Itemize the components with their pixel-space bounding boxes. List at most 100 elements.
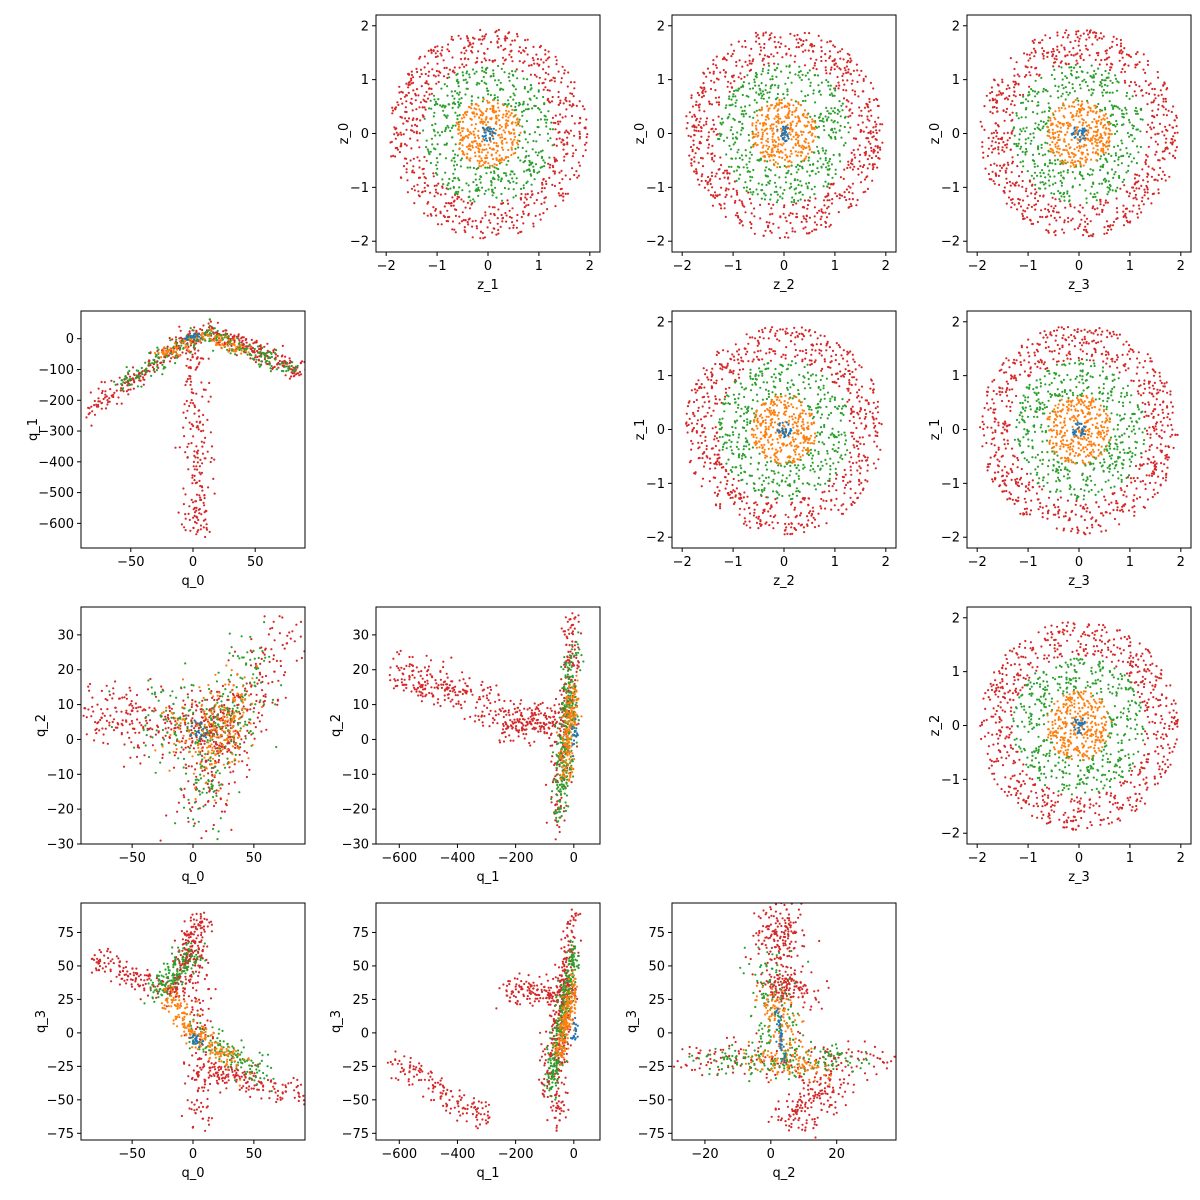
data-point	[1103, 83, 1107, 86]
data-point	[855, 63, 859, 66]
data-point	[199, 328, 202, 331]
data-point	[1106, 171, 1109, 174]
data-point	[561, 178, 564, 181]
data-point	[725, 59, 728, 62]
data-point	[797, 134, 800, 137]
data-point	[833, 87, 836, 90]
data-point	[391, 112, 394, 115]
data-point	[720, 117, 724, 120]
data-point	[516, 219, 519, 222]
data-point	[507, 116, 510, 119]
data-point	[494, 132, 497, 135]
data-point	[1138, 174, 1141, 177]
data-point	[503, 71, 506, 74]
data-point	[801, 99, 805, 103]
data-point	[1095, 52, 1098, 55]
data-point	[555, 138, 558, 141]
data-point	[1048, 162, 1051, 165]
data-point	[530, 190, 533, 193]
data-point	[816, 167, 819, 170]
data-point	[254, 356, 257, 359]
data-point	[129, 388, 132, 391]
data-point	[1102, 204, 1105, 207]
data-point	[563, 131, 567, 134]
data-point	[548, 89, 551, 92]
data-point	[1084, 156, 1087, 159]
data-point	[695, 126, 698, 129]
data-point	[459, 159, 462, 162]
data-point	[1071, 159, 1074, 162]
data-point	[813, 62, 817, 65]
data-point	[544, 49, 547, 52]
data-point	[760, 108, 763, 111]
data-point	[842, 58, 845, 61]
data-point	[747, 95, 750, 98]
data-point	[469, 199, 472, 202]
data-point	[469, 43, 472, 46]
data-point	[1000, 166, 1004, 169]
data-point	[1036, 126, 1039, 129]
data-point	[751, 193, 754, 196]
data-point	[538, 170, 541, 173]
data-point	[733, 201, 737, 204]
data-point	[705, 75, 708, 78]
data-point	[440, 49, 444, 52]
data-point	[181, 351, 184, 354]
data-point	[817, 150, 820, 153]
data-point	[196, 452, 199, 455]
data-point	[771, 140, 774, 144]
data-point	[488, 164, 491, 167]
data-point	[524, 46, 528, 50]
data-point	[535, 97, 538, 100]
data-point	[481, 38, 484, 41]
data-point	[1127, 118, 1131, 122]
data-point	[799, 39, 803, 42]
data-point	[544, 115, 547, 118]
data-point	[186, 357, 189, 361]
data-point	[742, 186, 746, 189]
data-point	[446, 124, 449, 127]
data-point	[1075, 112, 1078, 115]
data-point	[1146, 172, 1149, 175]
data-point	[1048, 109, 1051, 113]
data-point	[497, 133, 501, 137]
data-point	[1150, 128, 1153, 131]
data-point	[1163, 82, 1166, 85]
data-point	[1058, 109, 1061, 112]
data-point	[758, 159, 761, 162]
data-point	[1055, 58, 1058, 61]
data-point	[456, 118, 459, 121]
data-point	[803, 158, 806, 161]
data-point	[778, 236, 782, 240]
data-point	[1097, 54, 1100, 57]
data-point	[510, 70, 514, 73]
data-point	[557, 70, 560, 73]
data-point	[751, 60, 754, 63]
data-point	[487, 143, 490, 146]
data-point	[1163, 134, 1166, 137]
data-point	[434, 100, 437, 103]
data-point	[454, 231, 457, 234]
data-point	[473, 37, 476, 40]
data-point	[553, 156, 556, 159]
data-point	[402, 122, 405, 125]
data-point	[95, 403, 98, 406]
data-point	[722, 172, 725, 175]
data-point	[1099, 122, 1102, 126]
data-point	[1069, 205, 1072, 208]
data-point	[1062, 36, 1065, 39]
data-point	[1056, 31, 1059, 34]
data-point	[481, 186, 484, 189]
data-point	[189, 359, 192, 362]
data-point	[434, 75, 437, 78]
data-point	[425, 82, 428, 85]
data-point	[1128, 192, 1131, 195]
data-point	[776, 162, 780, 165]
data-point	[1024, 130, 1027, 133]
data-point	[191, 353, 194, 356]
data-point	[547, 50, 550, 53]
data-point	[993, 162, 996, 165]
data-point	[1175, 116, 1178, 119]
data-point	[430, 51, 433, 55]
data-point	[423, 181, 426, 185]
